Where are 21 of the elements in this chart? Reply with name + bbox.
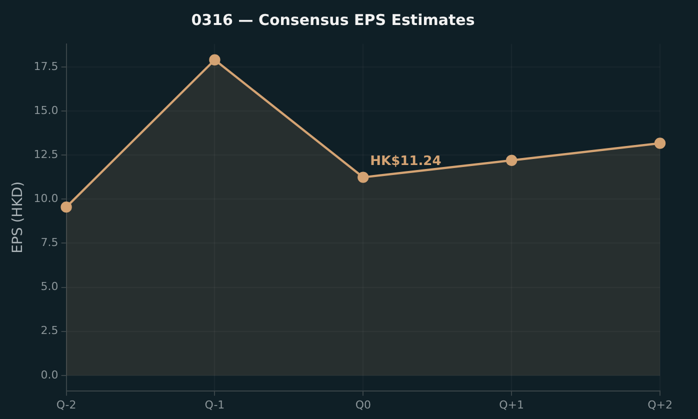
x-tick-label: Q+1 [499, 398, 524, 412]
x-tick-label: Q0 [355, 398, 371, 412]
point [358, 172, 369, 183]
chart-title: 0316 — Consensus EPS Estimates [191, 10, 475, 29]
y-tick-label: 10.0 [34, 192, 58, 206]
x-tick-label: Q-2 [56, 398, 76, 412]
y-tick-label: 12.5 [34, 148, 58, 161]
y-axis-title: EPS (HKD) [10, 181, 26, 254]
point [209, 54, 220, 66]
y-tick-label: 7.5 [40, 236, 58, 250]
y-tick-label: 5.0 [40, 280, 58, 294]
y-tick-label: 0.0 [40, 368, 58, 382]
y-tick-label: 2.5 [40, 324, 58, 338]
y-tick-label: 15.0 [34, 104, 58, 117]
annotation: HK$11.24 [370, 154, 442, 170]
point [60, 201, 72, 213]
x-tick-label: Q-1 [204, 398, 225, 412]
point [506, 154, 518, 166]
y-tick-label: 17.5 [34, 60, 58, 73]
point [654, 138, 666, 149]
x-tick-label: Q+2 [648, 398, 672, 412]
